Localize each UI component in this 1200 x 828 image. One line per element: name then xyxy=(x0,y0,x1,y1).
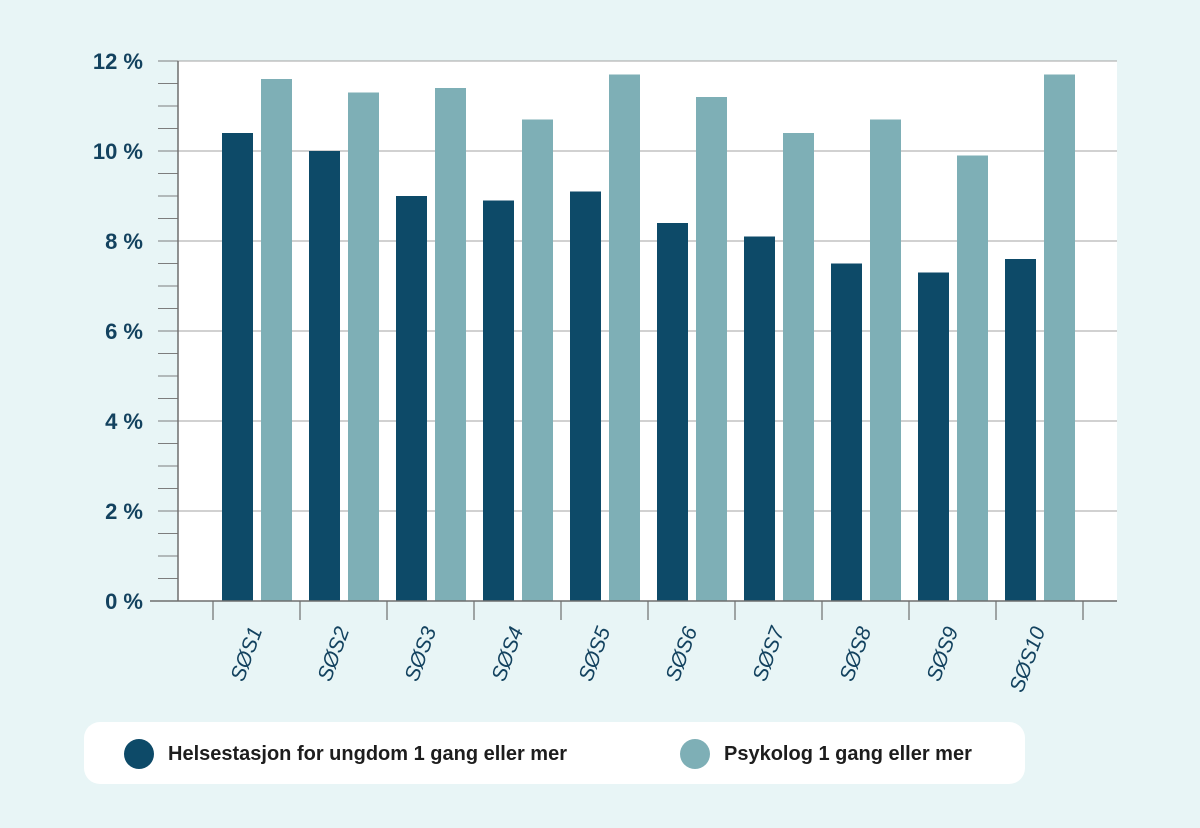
y-tick-label: 12 % xyxy=(93,49,143,74)
bar-helsestasjon xyxy=(570,191,601,601)
bar-helsestasjon xyxy=(483,200,514,601)
x-tick-label: SØS7 xyxy=(748,623,789,685)
x-tick-label: SØS5 xyxy=(574,624,615,685)
bar-helsestasjon xyxy=(1005,259,1036,601)
x-tick-label: SØS2 xyxy=(313,624,354,685)
bar-psykolog xyxy=(783,133,814,601)
bar-psykolog xyxy=(870,119,901,601)
bar-helsestasjon xyxy=(657,223,688,601)
bar-chart: 0 % 2 % 4 % 6 % 8 % 10 % 12 % SØS1 SØS2 SØS3 SØS4 S… xyxy=(93,49,1117,696)
bar-helsestasjon xyxy=(831,263,862,601)
x-tick-label: SØS3 xyxy=(400,624,441,685)
x-tick-label: SØS6 xyxy=(661,624,702,685)
y-tick-label: 0 % xyxy=(105,589,143,614)
bar-psykolog xyxy=(348,92,379,601)
y-tick-label: 10 % xyxy=(93,139,143,164)
legend-item-helsestasjon: Helsestasjon for ungdom 1 gang eller mer xyxy=(124,739,567,769)
y-tick-label: 6 % xyxy=(105,319,143,344)
x-tick-label: SØS1 xyxy=(226,624,267,685)
y-tick-label: 8 % xyxy=(105,229,143,254)
bar-psykolog xyxy=(696,97,727,601)
bar-helsestasjon xyxy=(744,236,775,601)
y-tick-label: 2 % xyxy=(105,499,143,524)
bar-psykolog xyxy=(1044,74,1075,601)
x-tick-label: SØS8 xyxy=(835,624,876,685)
legend-item-psykolog: Psykolog 1 gang eller mer xyxy=(680,739,972,769)
bar-psykolog xyxy=(435,88,466,601)
legend-swatch-psykolog xyxy=(680,739,710,769)
bar-helsestasjon xyxy=(309,151,340,601)
bar-psykolog xyxy=(957,155,988,601)
x-tick-label: SØS4 xyxy=(487,624,528,685)
x-tick-label: SØS10 xyxy=(1005,624,1050,696)
bar-helsestasjon xyxy=(396,196,427,601)
y-tick-label: 4 % xyxy=(105,409,143,434)
legend-label-helsestasjon: Helsestasjon for ungdom 1 gang eller mer xyxy=(168,742,567,765)
x-tick-label: SØS9 xyxy=(922,624,963,685)
bar-psykolog xyxy=(609,74,640,601)
bar-helsestasjon xyxy=(222,133,253,601)
bar-helsestasjon xyxy=(918,272,949,601)
legend-swatch-helsestasjon xyxy=(124,739,154,769)
bar-psykolog xyxy=(261,79,292,601)
legend: Helsestasjon for ungdom 1 gang eller mer… xyxy=(84,722,1025,784)
bar-psykolog xyxy=(522,119,553,601)
legend-label-psykolog: Psykolog 1 gang eller mer xyxy=(724,742,972,765)
